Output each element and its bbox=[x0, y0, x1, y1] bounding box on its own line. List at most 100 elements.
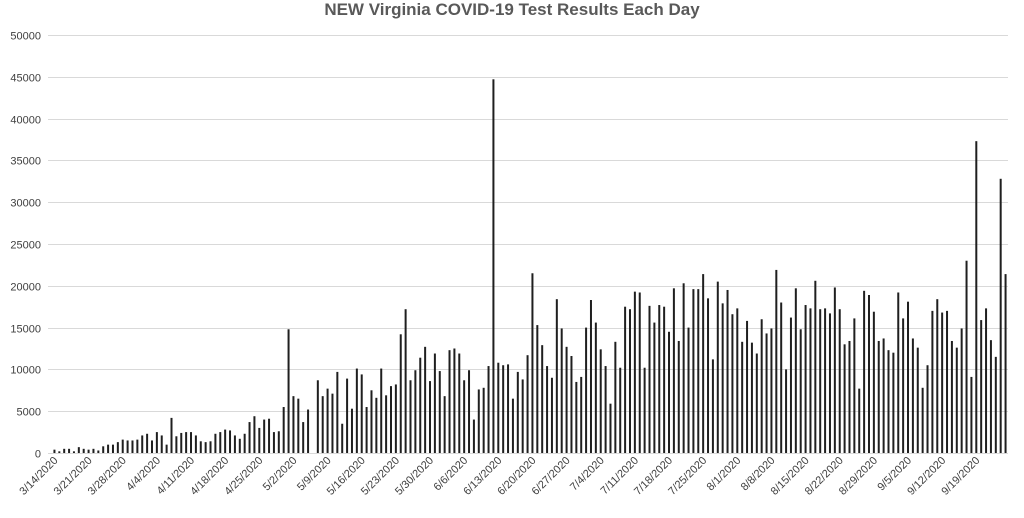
bar bbox=[985, 308, 988, 453]
bar bbox=[63, 448, 66, 453]
bar bbox=[648, 305, 651, 453]
bar bbox=[609, 403, 612, 453]
bar bbox=[965, 260, 968, 453]
bar bbox=[258, 427, 261, 453]
bar bbox=[375, 397, 378, 453]
bar bbox=[804, 305, 807, 453]
bar bbox=[180, 432, 183, 453]
bar bbox=[472, 419, 475, 453]
bar bbox=[190, 432, 193, 453]
bar bbox=[175, 436, 178, 453]
bar bbox=[589, 300, 592, 453]
bar bbox=[741, 341, 744, 453]
bar bbox=[92, 448, 95, 453]
bar bbox=[658, 305, 661, 453]
bar bbox=[599, 349, 602, 453]
bar bbox=[624, 306, 627, 453]
bar bbox=[336, 371, 339, 453]
bar bbox=[814, 280, 817, 453]
bar bbox=[150, 440, 153, 453]
chart-title: NEW Virginia COVID-19 Test Results Each … bbox=[324, 0, 700, 19]
bar bbox=[921, 387, 924, 453]
bar bbox=[536, 325, 539, 453]
bar bbox=[297, 398, 300, 453]
bar bbox=[409, 380, 412, 453]
bar bbox=[243, 433, 246, 453]
bar bbox=[824, 308, 827, 453]
bar bbox=[302, 422, 305, 453]
bar bbox=[916, 347, 919, 453]
bar bbox=[233, 435, 236, 453]
bar bbox=[414, 370, 417, 453]
bar bbox=[746, 320, 749, 453]
bar bbox=[663, 306, 666, 453]
bar bbox=[107, 444, 110, 453]
bar bbox=[394, 384, 397, 453]
y-axis: 0 5000 10000 15000 20000 25000 30000 35000 40000… bbox=[10, 31, 41, 461]
y-tick-label: 30000 bbox=[10, 198, 41, 210]
bar bbox=[126, 440, 129, 453]
bar bbox=[111, 444, 114, 453]
bar bbox=[268, 418, 271, 453]
bar bbox=[487, 366, 490, 453]
bar bbox=[399, 334, 402, 453]
bar bbox=[482, 387, 485, 453]
bar bbox=[404, 309, 407, 453]
bars bbox=[53, 79, 1007, 454]
bar bbox=[155, 432, 158, 453]
bar bbox=[385, 395, 388, 453]
bar bbox=[433, 353, 436, 453]
bar bbox=[253, 416, 256, 453]
bar bbox=[931, 310, 934, 453]
bar bbox=[68, 448, 71, 453]
bar bbox=[458, 353, 461, 453]
bar bbox=[716, 281, 719, 453]
y-tick-label: 10000 bbox=[10, 365, 41, 377]
bar bbox=[272, 432, 275, 453]
bar bbox=[989, 340, 992, 453]
bar bbox=[731, 314, 734, 453]
bar bbox=[970, 376, 973, 453]
y-tick-label: 15000 bbox=[10, 324, 41, 336]
bar bbox=[580, 376, 583, 453]
bar bbox=[682, 283, 685, 453]
bar bbox=[209, 441, 212, 453]
bar bbox=[331, 393, 334, 453]
bar bbox=[321, 396, 324, 453]
bar bbox=[341, 423, 344, 453]
bar bbox=[780, 302, 783, 453]
bar bbox=[794, 288, 797, 453]
bar bbox=[492, 79, 495, 453]
bar bbox=[833, 287, 836, 453]
bar bbox=[350, 408, 353, 453]
bar bbox=[97, 450, 100, 453]
bar bbox=[316, 380, 319, 453]
bar bbox=[146, 433, 149, 453]
y-tick-label: 40000 bbox=[10, 115, 41, 127]
bar bbox=[1004, 274, 1007, 453]
bar bbox=[897, 292, 900, 453]
bar bbox=[219, 432, 222, 453]
bar bbox=[882, 338, 885, 453]
bar bbox=[389, 386, 392, 453]
bar bbox=[102, 446, 105, 453]
bar bbox=[560, 328, 563, 453]
bar bbox=[453, 348, 456, 453]
bar bbox=[77, 447, 80, 453]
bar bbox=[770, 328, 773, 453]
bar bbox=[848, 340, 851, 453]
bar bbox=[370, 390, 373, 453]
bar bbox=[365, 407, 368, 453]
bar bbox=[619, 367, 622, 453]
bar bbox=[950, 340, 953, 453]
x-tick-label: 8/1/2020 bbox=[705, 455, 744, 494]
bar bbox=[72, 451, 75, 453]
bar bbox=[711, 359, 714, 453]
bar bbox=[614, 341, 617, 453]
bar bbox=[975, 141, 978, 454]
bar bbox=[946, 310, 949, 453]
bar bbox=[638, 292, 641, 453]
bar bbox=[594, 322, 597, 453]
y-tick-label: 45000 bbox=[10, 73, 41, 85]
bar bbox=[443, 396, 446, 453]
